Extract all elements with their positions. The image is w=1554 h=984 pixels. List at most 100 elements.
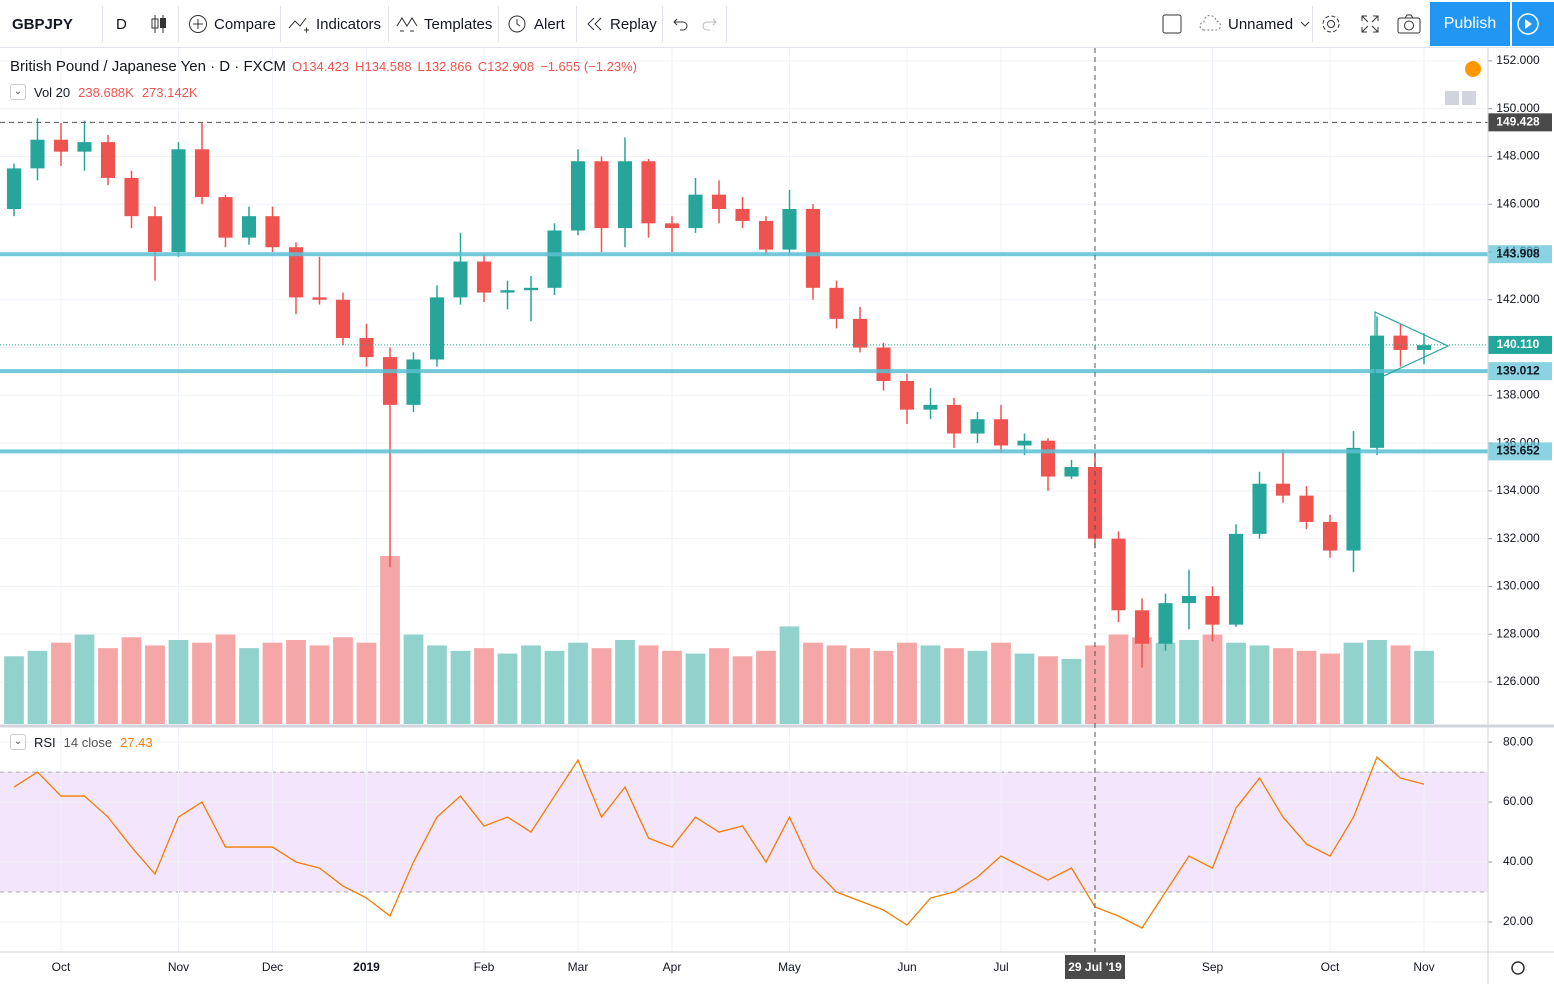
rsi-params: 14 close — [63, 734, 113, 750]
volume-bar — [850, 648, 870, 724]
publish-button[interactable]: Publish — [1430, 2, 1510, 46]
volume-bar — [1014, 653, 1035, 724]
y-tick-label: 148.000 — [1496, 149, 1540, 163]
x-tick-label: Apr — [663, 960, 682, 974]
volume-bar — [380, 556, 400, 724]
play-button[interactable] — [1512, 2, 1554, 46]
volume-bar — [356, 642, 377, 724]
alert-label: Alert — [534, 15, 565, 33]
separator — [1312, 6, 1313, 42]
volume-bar — [826, 645, 847, 724]
templates-button[interactable]: Templates — [396, 0, 492, 48]
settings-gear[interactable] — [1511, 961, 1525, 975]
compare-label: Compare — [214, 15, 276, 33]
candle-body — [1228, 533, 1244, 625]
high-value: H134.588 — [355, 59, 412, 74]
collapse-toggle[interactable]: ⌄ — [10, 734, 26, 750]
y-tick-label: 152.000 — [1496, 53, 1540, 67]
volume-legend: ⌄ Vol 20 238.688K 273.142K — [10, 84, 198, 100]
volume-bar — [403, 634, 424, 724]
candle-body — [829, 287, 844, 319]
redo[interactable] — [700, 0, 718, 48]
candle-body — [594, 161, 609, 229]
symbol-title: British Pound / Japanese Yen · D · FXCM — [10, 58, 286, 75]
compare-button[interactable]: Compare — [188, 0, 276, 48]
price-label: 143.908 — [1496, 246, 1540, 260]
volume-bar — [756, 650, 776, 724]
volume-bar — [991, 642, 1011, 724]
candle-body — [312, 297, 327, 300]
candle-body — [335, 299, 351, 338]
candle-body — [711, 194, 727, 209]
rsi-value: 27.43 — [120, 734, 153, 750]
chart-style[interactable] — [150, 0, 168, 48]
volume-bar — [732, 656, 753, 724]
candle-body — [946, 404, 962, 434]
separator — [388, 6, 389, 42]
y-tick-label: 40.00 — [1503, 854, 1533, 868]
candle-body — [758, 220, 774, 250]
fullscreen[interactable] — [1360, 0, 1380, 48]
candle-body — [1322, 521, 1338, 551]
replay-label: Replay — [610, 15, 657, 33]
y-tick-label: 130.000 — [1496, 579, 1540, 593]
volume-bar — [685, 653, 706, 724]
interval[interactable]: D — [116, 15, 127, 33]
candle-body — [876, 347, 891, 381]
candle-body — [923, 404, 938, 410]
volume-bar — [497, 653, 518, 724]
candle-body — [382, 357, 398, 405]
separator — [662, 6, 663, 42]
volume-bar — [1132, 637, 1152, 724]
volume-bar — [1179, 640, 1199, 724]
indicators-button[interactable]: Indicators — [288, 0, 381, 48]
candle-body — [1134, 610, 1150, 644]
volume-bar — [873, 650, 894, 724]
x-tick-label: Oct — [1321, 960, 1340, 974]
collapse-toggle[interactable]: ⌄ — [10, 84, 26, 100]
y-tick-label: 150.000 — [1496, 101, 1540, 115]
volume-bar — [1296, 650, 1317, 724]
alert-button[interactable]: Alert — [506, 0, 565, 48]
marks-layer — [0, 118, 1488, 929]
alert-badge — [1465, 61, 1481, 77]
candle-body — [1393, 335, 1408, 350]
settings[interactable] — [1320, 0, 1342, 48]
candle-body — [1181, 595, 1197, 604]
candle-body — [359, 337, 374, 358]
templates-label: Templates — [424, 15, 493, 33]
separator — [178, 6, 179, 42]
candle-body — [1252, 483, 1267, 534]
symbol[interactable]: GBPJPY — [12, 15, 73, 33]
snapshot[interactable] — [1397, 0, 1421, 48]
candle-body — [406, 359, 421, 405]
toolbar: GBPJPY D Compare Indicators Templates Al… — [0, 0, 1554, 48]
x-tick-label: Dec — [262, 960, 283, 974]
volume-ma-value: 273.142K — [141, 84, 198, 100]
price-label: 139.012 — [1496, 363, 1540, 377]
y-tick-label: 126.000 — [1496, 674, 1540, 688]
candle-body — [1369, 335, 1385, 448]
volume-bar — [967, 650, 988, 724]
candle-body — [617, 161, 633, 229]
labels-layer: 126.000128.000130.000132.000134.000136.0… — [1488, 53, 1552, 928]
rsi-band — [0, 772, 1488, 893]
candle-body — [1299, 495, 1314, 522]
undo[interactable] — [672, 0, 690, 48]
volume-bar — [1038, 656, 1058, 724]
separator — [726, 6, 727, 42]
candle-body — [664, 223, 680, 229]
layout-menu[interactable]: Unnamed — [1198, 0, 1311, 48]
scale-button — [1462, 91, 1476, 105]
crosshair-horizontal-label: 149.428 — [1496, 115, 1540, 129]
candle-body — [570, 161, 586, 231]
volume-bar — [74, 634, 95, 724]
replay-button[interactable]: Replay — [586, 0, 657, 48]
x-tick-label: Sep — [1202, 960, 1224, 974]
x-tick-label: May — [778, 960, 801, 974]
layout-toggle[interactable] — [1162, 0, 1182, 48]
x-tick-label: Mar — [568, 960, 589, 974]
candle-body — [1416, 345, 1432, 350]
